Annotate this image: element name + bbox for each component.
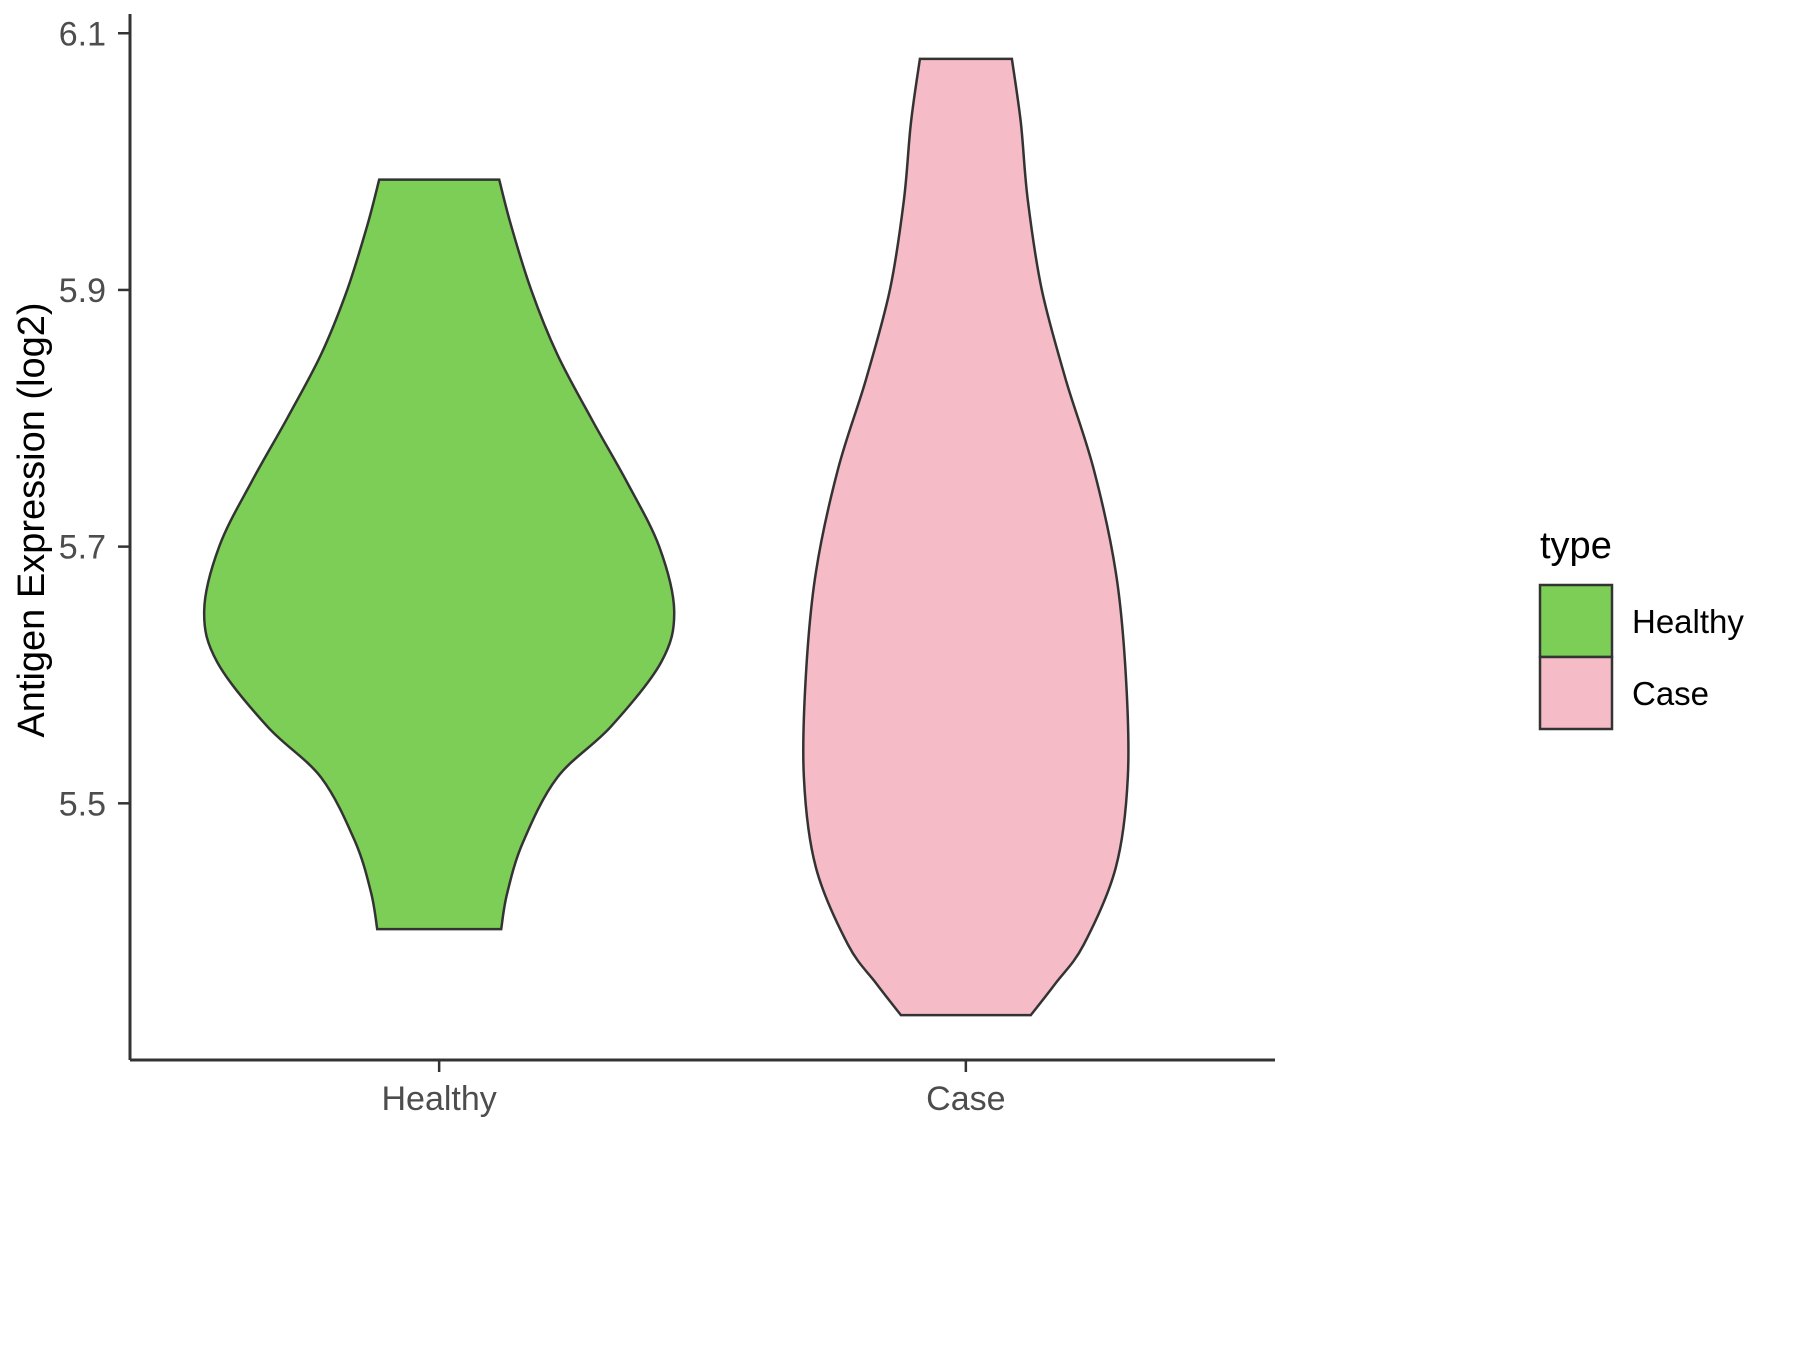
y-tick-label: 5.9 xyxy=(59,272,106,310)
x-tick-label: Healthy xyxy=(382,1080,497,1118)
violin-case xyxy=(801,57,1130,1017)
legend-swatch-healthy xyxy=(1538,583,1614,659)
legend-label-healthy: Healthy xyxy=(1632,603,1744,640)
y-tick-label: 5.5 xyxy=(59,785,106,823)
plot-area: 6.1 5.9 5.7 5.5 Healthy Case xyxy=(59,14,1275,1118)
legend-label-case: Case xyxy=(1632,675,1709,712)
legend-swatch-case xyxy=(1538,655,1614,731)
y-axis-title: Antigen Expression (log2) xyxy=(11,302,53,737)
legend: type Healthy Case xyxy=(1538,525,1744,731)
y-tick-label: 5.7 xyxy=(59,529,106,567)
x-tick-label: Case xyxy=(926,1080,1005,1118)
legend-title: type xyxy=(1540,525,1612,567)
y-tick-label: 6.1 xyxy=(59,15,106,53)
violin-healthy xyxy=(202,178,676,931)
